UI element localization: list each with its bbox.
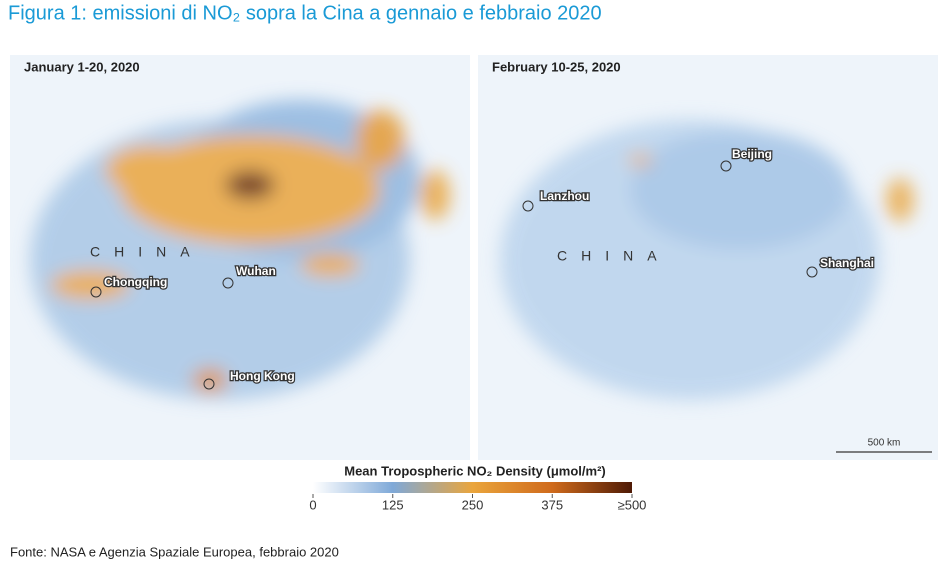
city-marker bbox=[806, 266, 818, 278]
tick-label: 375 bbox=[541, 497, 563, 512]
source: Fonte: NASA e Agenzia Spaziale Europea, … bbox=[10, 544, 339, 559]
country-label: CHINA bbox=[90, 244, 204, 260]
city-marker bbox=[203, 378, 215, 390]
map-january: January 1-20, 2020 CHINA Chongqing Wuhan… bbox=[10, 55, 470, 460]
title: Figura 1: emissioni di NO₂ sopra la Cina… bbox=[8, 2, 602, 24]
city-marker bbox=[522, 200, 534, 212]
tick-label: 0 bbox=[309, 497, 316, 512]
colorbar-title: Mean Tropospheric NO₂ Density (μmol/m²) bbox=[344, 463, 606, 478]
colorbar bbox=[313, 482, 632, 493]
tick-label: ≥500 bbox=[618, 497, 647, 512]
city-marker bbox=[90, 286, 102, 298]
city-label: Beijing bbox=[732, 147, 772, 161]
map-february: February 10-25, 2020 Beijing Lanzhou CHI… bbox=[478, 55, 938, 460]
city-marker bbox=[720, 160, 732, 172]
city-marker bbox=[222, 277, 234, 289]
panel-title: February 10-25, 2020 bbox=[492, 59, 621, 74]
panel-title: January 1-20, 2020 bbox=[24, 59, 140, 74]
tick-label: 250 bbox=[462, 497, 484, 512]
city-label: Lanzhou bbox=[540, 189, 589, 203]
city-label: Wuhan bbox=[236, 264, 276, 278]
tick-label: 125 bbox=[382, 497, 404, 512]
country-label: CHINA bbox=[557, 248, 671, 264]
city-label: Hong Kong bbox=[230, 369, 295, 383]
city-label: Shanghai bbox=[820, 256, 874, 270]
scale-label: 500 km bbox=[868, 438, 901, 449]
city-label: Chongqing bbox=[104, 275, 167, 289]
